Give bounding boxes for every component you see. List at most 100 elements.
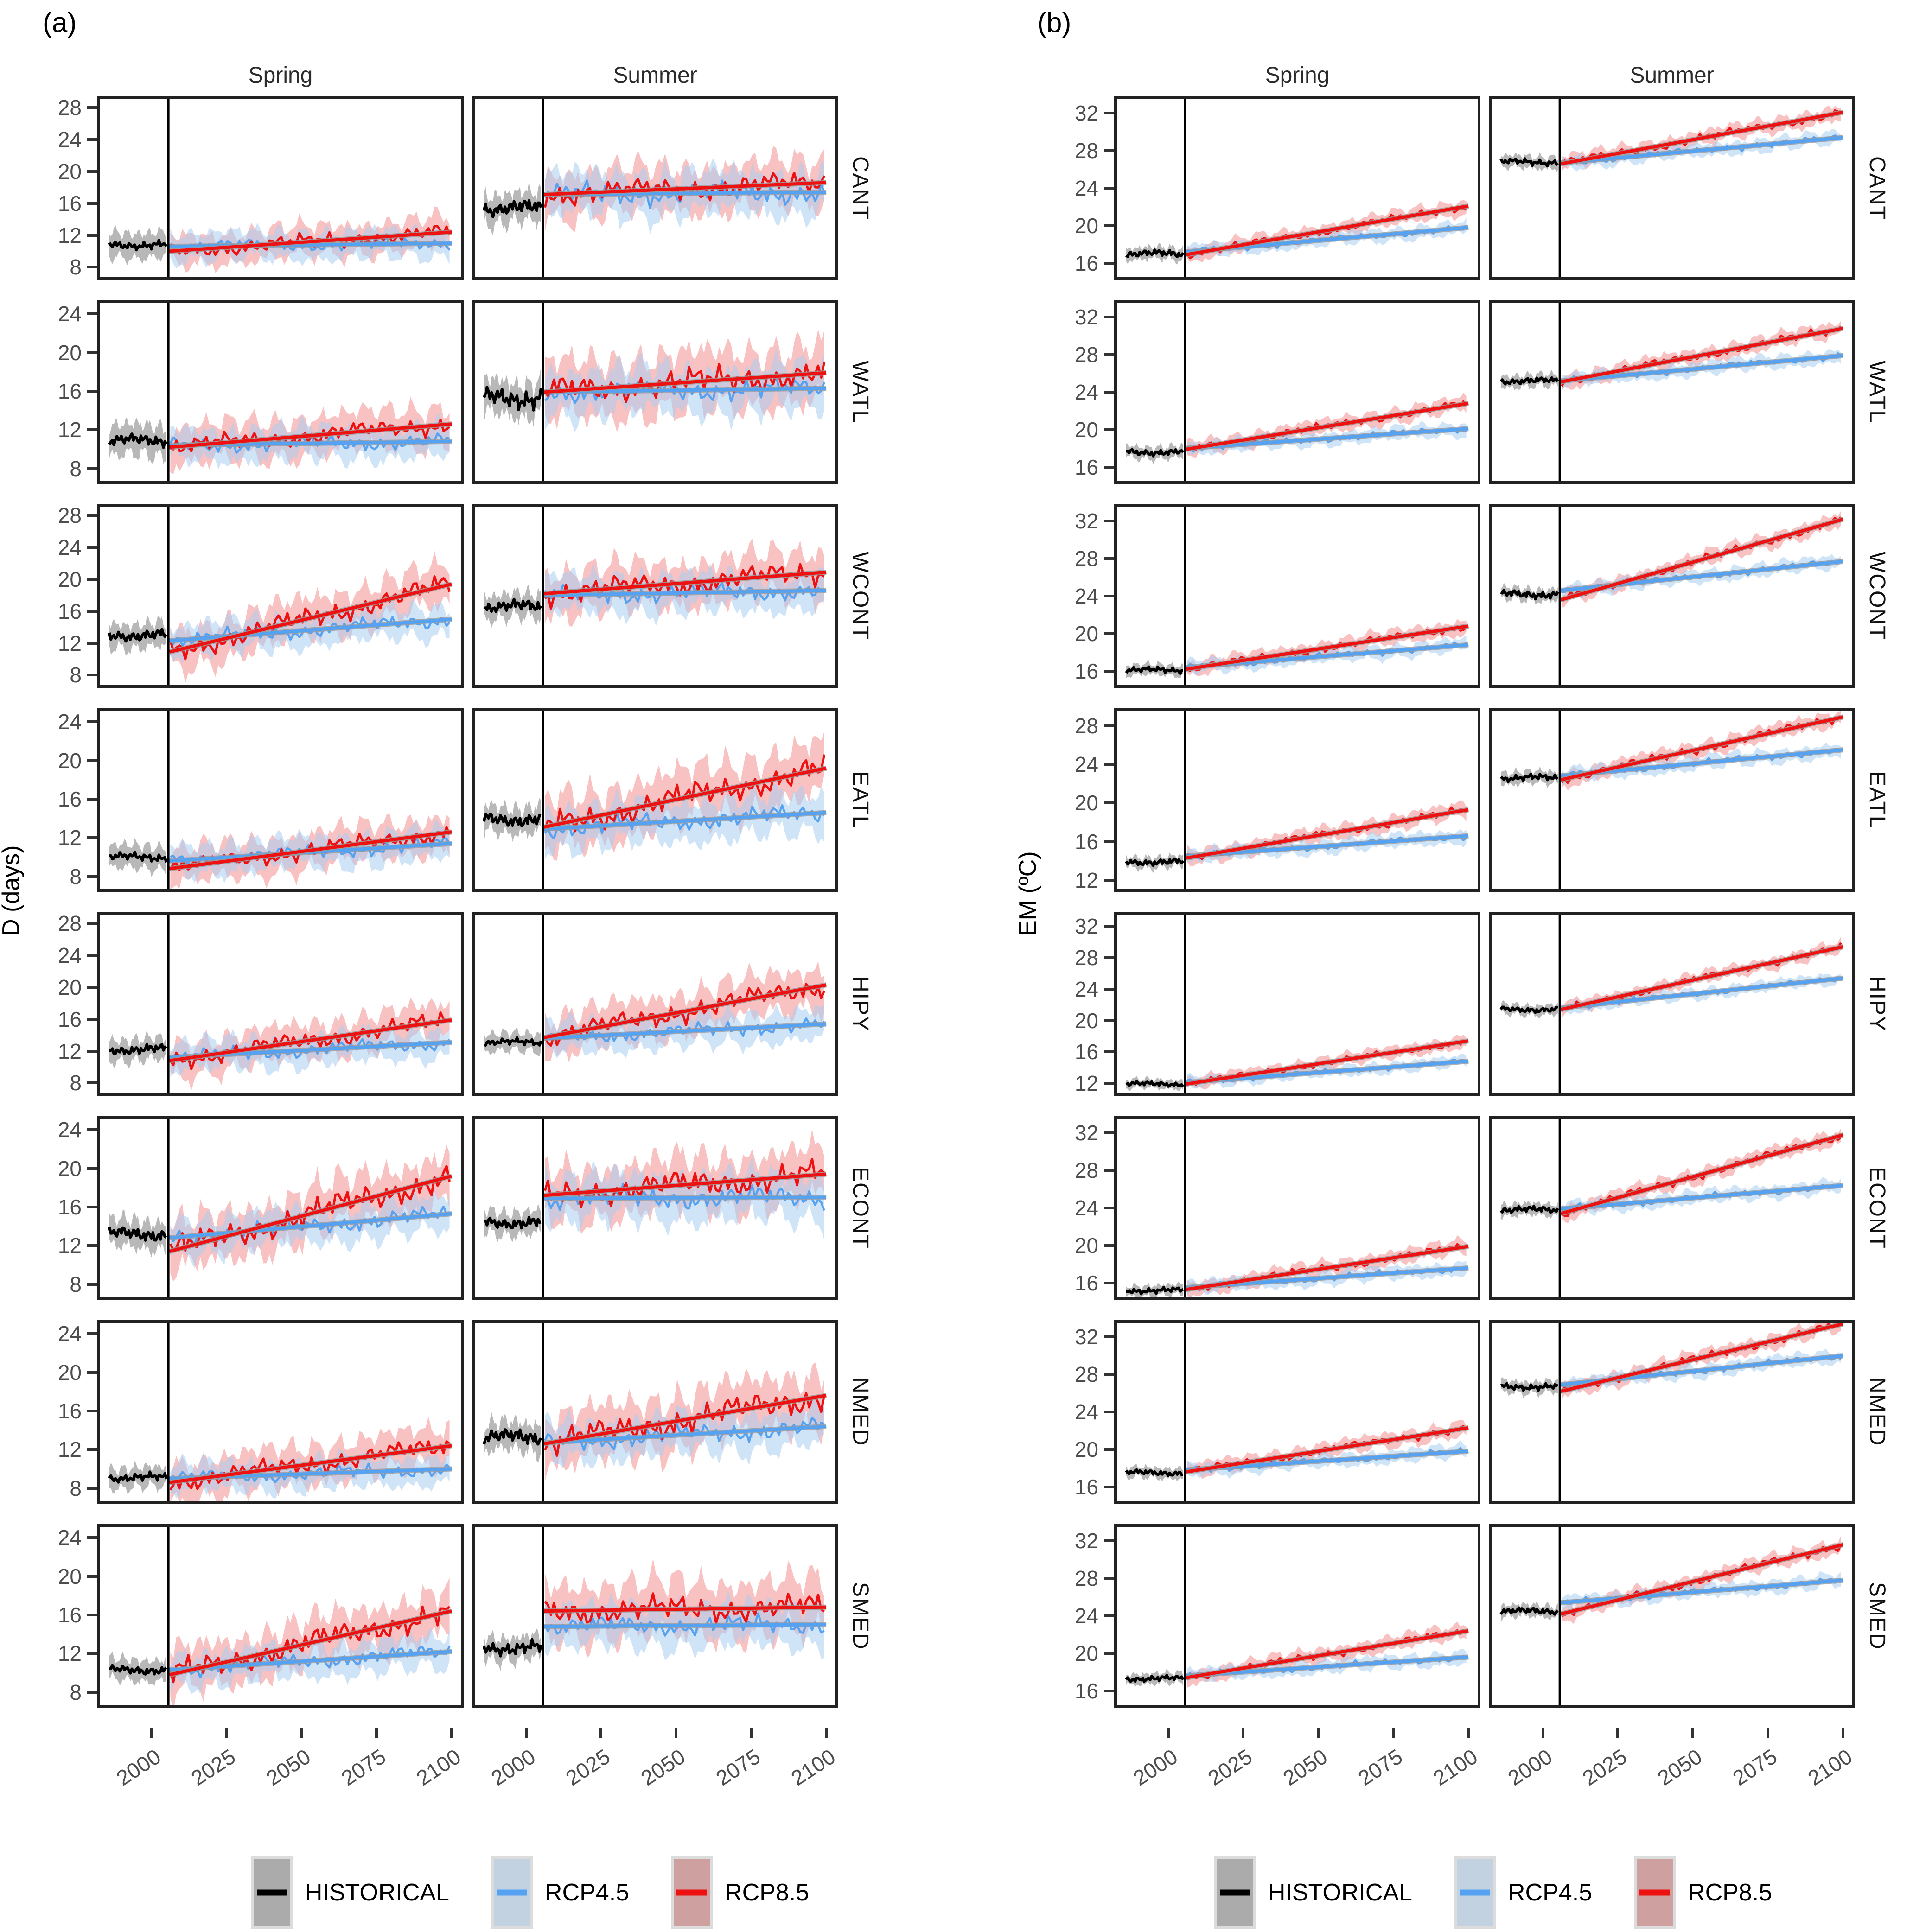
y-axis-ticks-wcont: 8 12 16 20 24 28 xyxy=(28,503,97,688)
legend-label-rcp85: RCP8.5 xyxy=(725,1879,810,1906)
row-label-econt: ECONT xyxy=(1855,1116,1899,1300)
y-tick-mark xyxy=(87,985,97,989)
y-tick-label: 24 xyxy=(57,1118,82,1142)
x-tick-mark xyxy=(675,1728,678,1738)
y-axis-ticks-nmed: 8 12 16 20 24 xyxy=(28,1320,97,1504)
facet-row-eatl: 12 16 20 24 28 EATL xyxy=(1017,708,1926,892)
y-tick-mark xyxy=(1104,1169,1114,1172)
subplot-smed-spring xyxy=(97,1524,464,1708)
legend-swatch-rcp85 xyxy=(1634,1856,1676,1929)
subplot-canvas xyxy=(1489,1524,1855,1708)
x-tick-label: 2050 xyxy=(262,1744,315,1791)
y-tick-mark xyxy=(1104,187,1114,190)
subplot-canvas xyxy=(97,708,464,892)
legend-item-rcp45: RCP4.5 xyxy=(1454,1856,1592,1929)
y-tick-mark xyxy=(1104,316,1114,319)
y-tick-mark xyxy=(1104,1019,1114,1022)
legend-label-rcp85: RCP8.5 xyxy=(1688,1879,1773,1906)
y-tick-mark xyxy=(87,578,97,581)
y-tick-mark xyxy=(87,1690,97,1694)
y-tick-label: 20 xyxy=(57,1564,82,1589)
subplot-wcont-summer xyxy=(1489,504,1855,688)
subplot-nmed-spring xyxy=(97,1320,464,1504)
y-tick-mark xyxy=(87,1049,97,1053)
legend-label-historical: HISTORICAL xyxy=(1268,1879,1412,1906)
x-tick-mark xyxy=(1242,1728,1245,1738)
y-tick-label: 24 xyxy=(1074,1604,1098,1628)
subplot-canvas xyxy=(97,1320,464,1504)
facet-row-watl: 8 12 16 20 24 WATL xyxy=(0,300,963,484)
y-tick-mark xyxy=(87,1017,97,1021)
x-axis-spring: 2000 2025 2050 2075 2100 xyxy=(97,1728,465,1821)
y-tick-mark xyxy=(87,1283,97,1286)
row-label-text: SMED xyxy=(1865,1582,1889,1650)
y-tick-label: 20 xyxy=(1074,791,1098,815)
y-tick-label: 20 xyxy=(57,1360,82,1385)
y-tick-mark xyxy=(87,642,97,645)
y-tick-label: 20 xyxy=(1074,213,1098,238)
subplot-canvas xyxy=(472,504,838,688)
y-tick-mark xyxy=(1104,1652,1114,1655)
y-tick-mark xyxy=(87,922,97,925)
subplot-canvas xyxy=(1114,708,1480,892)
panel-b-rows: 16 20 24 28 32 CANT 16 20 24 28 32 WATL 16 20 24 28 32 WC… xyxy=(1017,96,1926,1708)
legend-line-rcp45 xyxy=(1460,1889,1490,1896)
y-tick-label: 12 xyxy=(57,631,82,655)
legend-swatch-historical xyxy=(251,1856,293,1929)
subplot-canvas xyxy=(1114,96,1480,280)
y-tick-mark xyxy=(87,312,97,316)
subplot-watl-spring xyxy=(1114,300,1480,484)
x-tick-label: 2100 xyxy=(412,1744,465,1791)
y-axis-ticks-nmed: 16 20 24 28 32 xyxy=(1045,1320,1114,1504)
subplot-canvas xyxy=(1489,1320,1855,1504)
subplot-canvas xyxy=(1489,1116,1855,1300)
y-tick-label: 28 xyxy=(1074,139,1098,163)
y-tick-mark xyxy=(1104,632,1114,635)
y-tick-mark xyxy=(1104,763,1114,766)
subplot-cant-spring xyxy=(97,96,464,280)
panel-b: (b) EM (ºC) Spring Summer 16 20 24 28 32 CANT… xyxy=(963,0,1926,1932)
column-title-summer: Summer xyxy=(613,63,697,88)
y-axis-ticks-eatl: 12 16 20 24 28 xyxy=(1045,708,1114,892)
subplot-canvas xyxy=(97,300,464,484)
subplot-canvas xyxy=(1489,912,1855,1096)
subplot-econt-spring xyxy=(97,1116,464,1300)
row-label-text: CANT xyxy=(848,156,873,221)
x-tick-mark xyxy=(599,1728,603,1738)
y-tick-label: 24 xyxy=(1074,1196,1098,1220)
row-label-text: WCONT xyxy=(848,552,873,641)
facet-row-cant: 8 12 16 20 24 28 CANT xyxy=(0,95,963,280)
y-tick-label: 28 xyxy=(1074,713,1098,738)
y-tick-label: 16 xyxy=(1074,1678,1098,1703)
subplot-nmed-summer xyxy=(472,1320,838,1504)
y-tick-label: 12 xyxy=(1074,868,1098,892)
row-label-nmed: NMED xyxy=(1855,1320,1899,1504)
y-tick-label: 20 xyxy=(57,567,82,591)
subplot-smed-spring xyxy=(1114,1524,1480,1708)
y-tick-label: 24 xyxy=(57,1525,82,1550)
y-tick-label: 16 xyxy=(57,191,82,216)
y-tick-label: 24 xyxy=(1074,176,1098,200)
y-tick-mark xyxy=(1104,724,1114,727)
subplot-canvas xyxy=(1114,1524,1480,1708)
y-tick-mark xyxy=(87,1371,97,1374)
y-tick-mark xyxy=(1104,261,1114,265)
y-tick-mark xyxy=(1104,801,1114,805)
y-tick-label: 24 xyxy=(57,943,82,967)
x-tick-label: 2025 xyxy=(1578,1744,1632,1791)
y-axis-ticks-hipy: 8 12 16 20 24 28 xyxy=(28,911,97,1096)
y-tick-mark xyxy=(87,202,97,205)
x-tick-mark xyxy=(300,1728,303,1738)
subplot-wcont-spring xyxy=(97,504,464,688)
y-tick-mark xyxy=(1104,1131,1114,1135)
y-tick-mark xyxy=(1104,1050,1114,1054)
y-tick-label: 16 xyxy=(1074,1474,1098,1499)
y-axis-ticks-cant: 16 20 24 28 32 xyxy=(1045,96,1114,280)
y-axis-ticks-smed: 16 20 24 28 32 xyxy=(1045,1524,1114,1708)
subplot-eatl-spring xyxy=(97,708,464,892)
y-tick-mark xyxy=(1104,956,1114,960)
panel-b-column-titles: Spring Summer xyxy=(1017,59,1926,92)
subplot-econt-spring xyxy=(1114,1116,1480,1300)
facet-row-watl: 16 20 24 28 32 WATL xyxy=(1017,300,1926,484)
